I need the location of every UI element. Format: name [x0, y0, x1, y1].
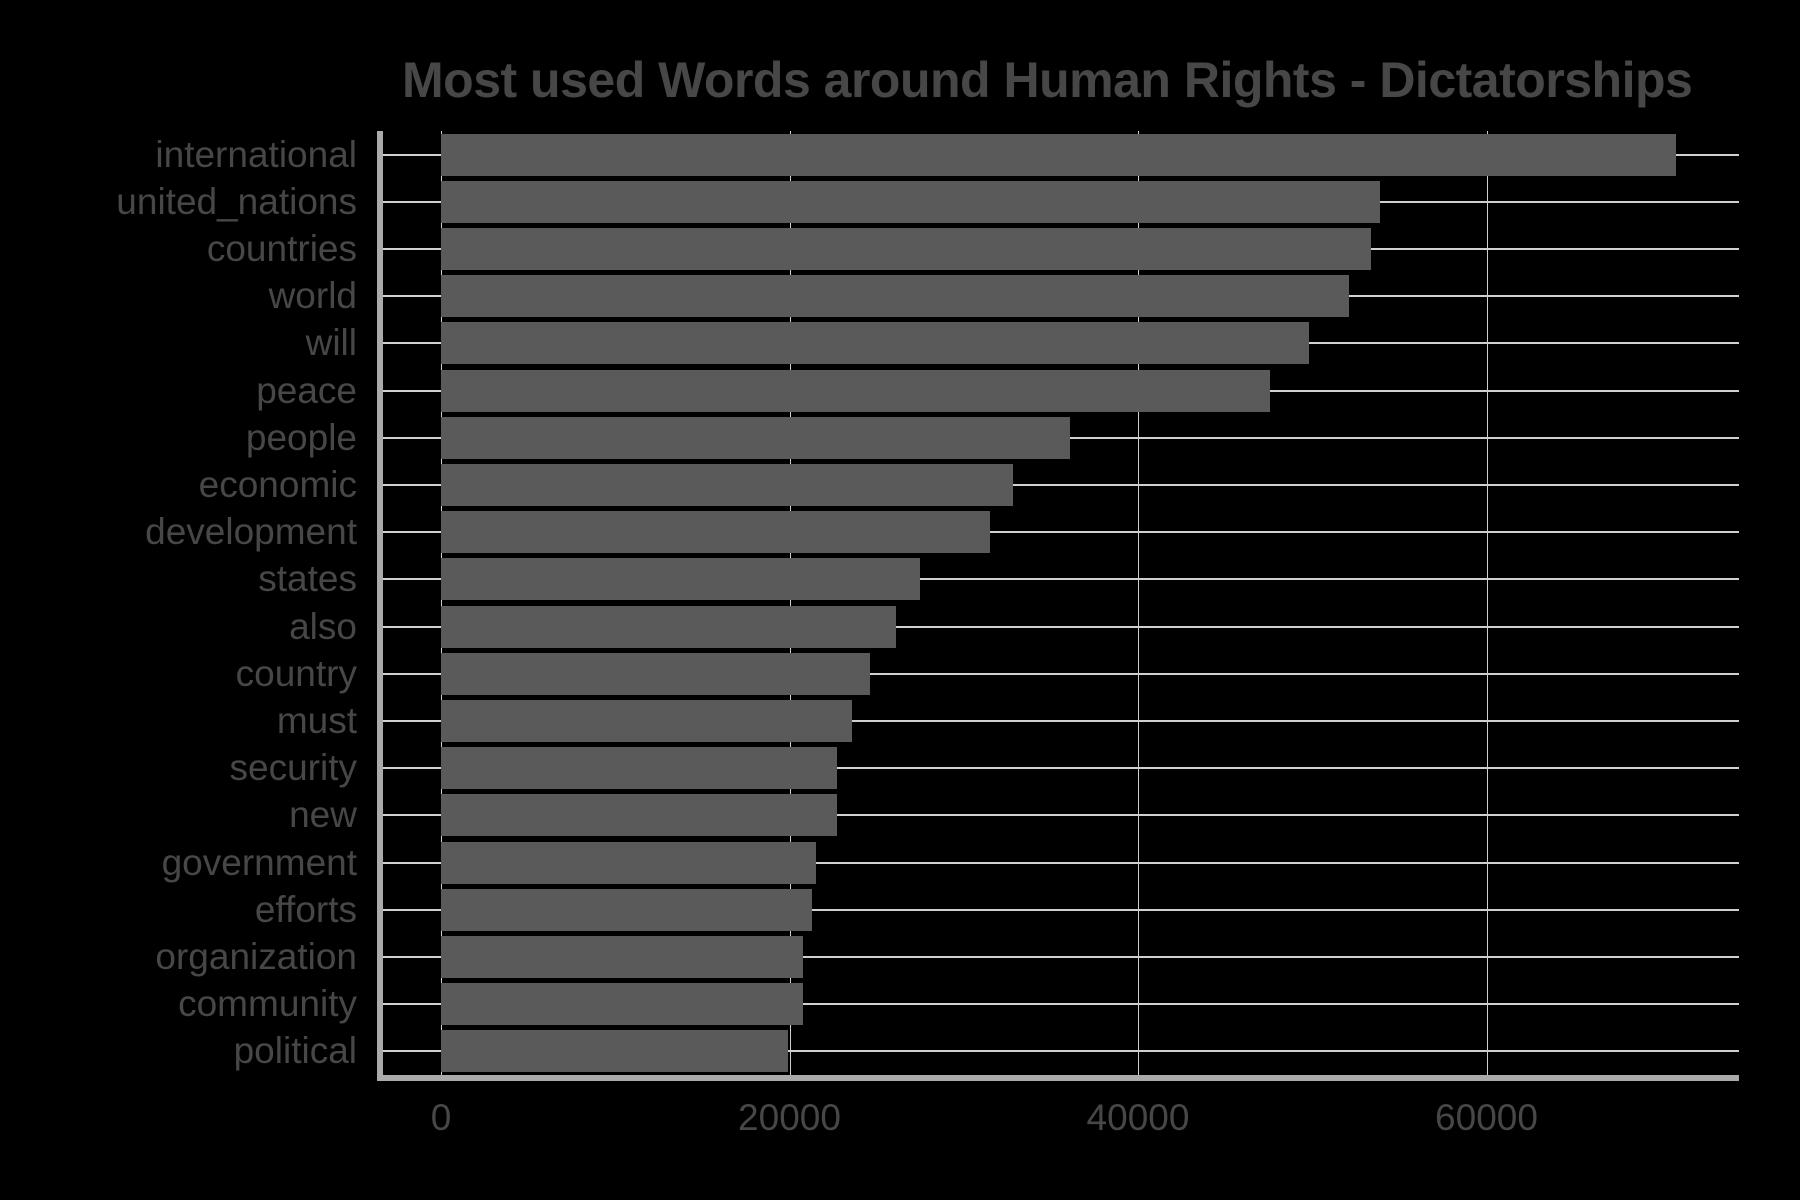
x-gridline	[1138, 131, 1139, 1075]
x-tick-label: 20000	[738, 1097, 841, 1138]
bar-also	[441, 605, 896, 648]
y-gridline	[383, 672, 1739, 675]
y-gridline	[383, 814, 1739, 817]
y-axis-label: government	[161, 841, 357, 883]
y-axis-label: development	[145, 511, 357, 553]
bar-countries	[441, 228, 1372, 270]
y-gridline	[383, 625, 1739, 628]
bar-country	[441, 652, 870, 695]
y-axis-label: world	[268, 275, 357, 317]
y-axis-label: new	[289, 794, 357, 836]
bar-development	[441, 511, 990, 554]
y-gridline	[383, 578, 1739, 581]
x-gridline	[1486, 131, 1488, 1075]
bar-government	[441, 841, 816, 884]
y-axis-label: international	[155, 133, 357, 175]
plot-area	[383, 131, 1739, 1075]
y-axis-label: community	[178, 983, 357, 1025]
x-gridline	[441, 131, 442, 1075]
y-gridline	[383, 767, 1739, 770]
y-axis-label: people	[245, 416, 357, 458]
bar-economic	[441, 464, 1013, 506]
x-tick-label: 60000	[1435, 1097, 1538, 1138]
y-gridline	[383, 1003, 1739, 1006]
y-axis-label: economic	[198, 464, 357, 505]
bar-world	[441, 275, 1349, 318]
bar-united-nations	[441, 180, 1381, 223]
y-axis-label: political	[233, 1030, 357, 1072]
y-axis-label: also	[289, 605, 357, 647]
x-tick-label: 0	[430, 1097, 452, 1138]
bar-new	[441, 794, 837, 837]
y-axis-label: united_nations	[116, 180, 357, 222]
bar-states	[441, 558, 921, 601]
y-gridline	[383, 861, 1739, 864]
y-gridline	[383, 484, 1739, 486]
y-gridline	[383, 1050, 1739, 1053]
bar-security	[441, 747, 837, 790]
x-tick-label: 40000	[1086, 1097, 1190, 1138]
bar-peace	[441, 369, 1271, 412]
y-gridline	[383, 720, 1739, 722]
x-gridline	[789, 131, 791, 1075]
bar-must	[441, 700, 853, 742]
chart-title: Most used Words around Human Rights - Di…	[402, 52, 1693, 108]
y-axis-label: must	[276, 700, 357, 741]
y-gridline	[383, 908, 1739, 911]
y-axis-label: states	[258, 558, 357, 600]
y-axis-label: efforts	[254, 888, 357, 930]
x-axis-line	[383, 1075, 1739, 1081]
bar-efforts	[441, 888, 813, 931]
bar-community	[441, 983, 804, 1026]
bar-people	[441, 416, 1071, 459]
bar-organization	[441, 936, 804, 978]
y-axis-label: security	[229, 747, 357, 789]
bar-will	[441, 322, 1309, 365]
y-axis-label: organization	[155, 936, 357, 977]
y-axis-line	[377, 131, 383, 1081]
y-gridline	[383, 956, 1739, 958]
bar-international	[441, 133, 1677, 176]
y-axis-label: will	[305, 322, 357, 364]
y-gridline	[383, 531, 1739, 534]
bar-political	[441, 1030, 788, 1073]
y-axis-label: peace	[256, 369, 357, 411]
y-axis-label: countries	[206, 228, 357, 269]
y-axis-label: country	[235, 652, 357, 694]
